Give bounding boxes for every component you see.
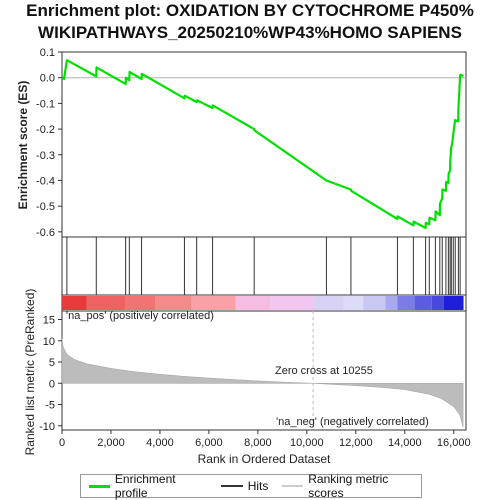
legend-hits-label: Hits: [247, 479, 269, 493]
heatbar-segment: [235, 296, 271, 310]
es-y-tick-label: -0.1: [36, 98, 55, 110]
legend-enrichment-label: Enrichment profile: [114, 472, 176, 500]
heatbar-segment: [62, 296, 87, 310]
heatbar-segment: [397, 296, 415, 310]
legend-enrichment-swatch: [89, 484, 110, 488]
heatbar-segment: [431, 296, 444, 310]
metric-y-axis-label: Ranked list metric (PreRanked): [23, 289, 37, 456]
legend-hits-swatch: [220, 485, 243, 487]
x-tick-label: 16,000: [437, 437, 471, 449]
enrichment-profile-line: [61, 59, 464, 230]
metric-y-tick-label: 10: [43, 336, 55, 348]
zero-cross-label: Zero cross at 10255: [275, 365, 373, 377]
es-y-tick-label: 0.1: [40, 47, 55, 59]
heatbar-segment: [313, 296, 344, 310]
metric-y-tick-label: -5: [45, 400, 55, 412]
heatbar-segment: [443, 296, 464, 310]
es-panel-frame: [61, 51, 467, 238]
x-tick-label: 2,000: [97, 437, 125, 449]
x-tick-label: 4,000: [146, 437, 174, 449]
metric-y-tick-label: 15: [43, 315, 55, 327]
x-tick-label: 8,000: [244, 437, 272, 449]
metric-y-tick-label: 0: [49, 378, 55, 390]
heatbar-segment: [155, 296, 192, 310]
es-y-tick-label: -0.4: [36, 175, 55, 187]
hits-panel-frame: [61, 236, 467, 296]
chart-title-line-2: WIKIPATHWAYS_20250210%WP43%HOMO SAPIENS: [38, 23, 462, 42]
legend-metric-label: Ranking metric scores: [308, 472, 389, 500]
heatbar-segment: [385, 296, 398, 310]
metric-y-tick-label: -10: [39, 421, 55, 433]
legend-hits-item: Hits: [220, 479, 269, 493]
legend-metric-item: Ranking metric scores: [282, 472, 421, 500]
neg-correlated-label: 'na_neg' (negatively correlated): [276, 416, 429, 428]
ranking-metric-area: [61, 338, 464, 428]
es-y-axis-label: Enrichment score (ES): [16, 81, 30, 210]
x-axis-label: Rank in Ordered Dataset: [198, 452, 331, 466]
x-tick-label: 0: [59, 437, 65, 449]
es-y-tick-label: 0.0: [40, 73, 55, 85]
es-y-tick-label: -0.5: [36, 201, 55, 213]
x-tick-label: 12,000: [339, 437, 373, 449]
es-y-tick-label: -0.2: [36, 124, 55, 136]
heatbar-segment: [343, 296, 364, 310]
heatbar-segment: [270, 296, 314, 310]
metric-y-tick-label: 5: [49, 357, 55, 369]
es-y-tick-label: -0.6: [36, 227, 55, 239]
x-tick-label: 6,000: [195, 437, 223, 449]
heatbar-segment: [363, 296, 386, 310]
heatbar-segment: [86, 296, 126, 310]
chart-title-line-1: Enrichment plot: OXIDATION BY CYTOCHROME…: [26, 1, 474, 20]
heatbar-segment: [125, 296, 156, 310]
x-tick-label: 14,000: [388, 437, 422, 449]
x-tick-label: 10,000: [290, 437, 324, 449]
es-y-tick-label: -0.3: [36, 150, 55, 162]
legend-enrichment-item: Enrichment profile: [89, 472, 207, 500]
heatbar-segment: [414, 296, 432, 310]
legend-metric-swatch: [282, 485, 304, 487]
heatbar-segment: [191, 296, 236, 310]
legend: Enrichment profile Hits Ranking metric s…: [80, 472, 422, 500]
pos-correlated-label: 'na_pos' (positively correlated): [66, 310, 214, 322]
